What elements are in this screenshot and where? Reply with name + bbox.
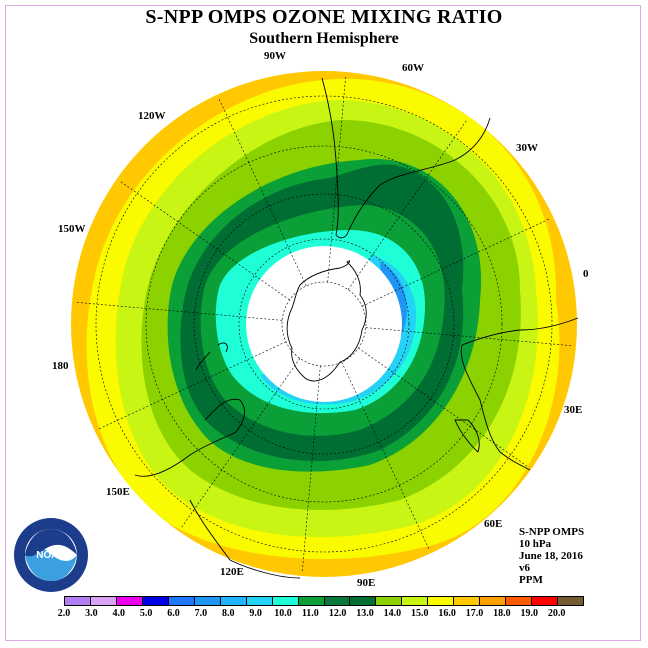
- color-scale-swatch: [402, 597, 429, 605]
- lon-label-60w: 60W: [402, 62, 424, 74]
- lon-label-30w: 30W: [516, 142, 538, 154]
- color-scale-label: 12.0: [328, 608, 347, 619]
- color-scale-swatch: [90, 597, 117, 605]
- map-title: S-NPP OMPS OZONE MIXING RATIO: [145, 6, 503, 28]
- meridian-line: [341, 361, 430, 551]
- coastlines: [134, 77, 579, 579]
- color-scale-label: 19.0: [520, 608, 539, 619]
- color-scale-swatch: [376, 597, 403, 605]
- antarctica-coast: [286, 260, 367, 382]
- meridian-line: [347, 119, 468, 290]
- graticule: [95, 95, 553, 553]
- africa-coast: [460, 317, 579, 471]
- lon-label-120w: 120W: [138, 110, 166, 122]
- meridian-line: [218, 97, 307, 287]
- color-scale-bar: [64, 596, 584, 606]
- meridian-lines: [74, 74, 574, 574]
- meridian-line: [180, 358, 301, 529]
- color-scale-swatch: [480, 597, 507, 605]
- color-scale-label: 4.0: [112, 608, 125, 619]
- color-scale-swatch: [194, 597, 221, 605]
- map-subtitle: Southern Hemisphere: [249, 30, 399, 47]
- color-scale-swatch: [298, 597, 325, 605]
- color-scale-label: 13.0: [356, 608, 374, 619]
- lon-label-90w: 90W: [264, 50, 286, 62]
- meridian-line: [358, 347, 529, 468]
- meridian-line: [97, 341, 287, 430]
- latitude-circle: [95, 95, 553, 553]
- color-scale-label: 14.0: [383, 608, 402, 619]
- color-scale-swatch: [532, 597, 559, 605]
- noaa-emblem-icon: NOAA: [14, 518, 88, 592]
- latitude-circle: [193, 193, 455, 455]
- meridian-line: [361, 218, 551, 307]
- color-scale-swatch: [324, 597, 351, 605]
- color-scale-label: 18.0: [493, 608, 511, 619]
- color-scale-swatch: [558, 597, 584, 605]
- lon-label-0: 0: [583, 268, 589, 280]
- color-scale-swatch: [506, 597, 533, 605]
- info-version: v6: [519, 562, 530, 574]
- info-instrument: S-NPP OMPS: [519, 526, 585, 538]
- color-scale-swatch: [246, 597, 273, 605]
- color-scale-label: 9.0: [249, 608, 262, 619]
- noaa-logo: NOAA: [12, 516, 90, 594]
- color-scale-label: 5.0: [139, 608, 153, 619]
- color-scale-label: 17.0: [465, 608, 484, 619]
- meridian-line: [74, 301, 283, 321]
- south-america-coast: [321, 77, 491, 239]
- lon-label-90e: 90E: [357, 577, 376, 589]
- info-block: S-NPP OMPS 10 hPa June 18, 2016 v6 PPM: [519, 526, 584, 586]
- lon-label-30e: 30E: [564, 404, 583, 416]
- color-scale-swatch: [116, 597, 143, 605]
- color-scale-label: 3.0: [85, 608, 98, 619]
- lon-label-180: 180: [52, 360, 69, 372]
- info-level: 10 hPa: [519, 538, 552, 550]
- meridian-line: [327, 74, 347, 283]
- color-scale-swatch: [350, 597, 377, 605]
- lon-label-120e: 120E: [220, 566, 244, 578]
- page-frame: [5, 5, 641, 641]
- noaa-logo-text: NOAA: [36, 550, 65, 561]
- color-scale-swatch: [428, 597, 455, 605]
- meridian-line: [301, 365, 321, 574]
- color-scale-swatch: [454, 597, 481, 605]
- latitude-circle: [281, 281, 367, 367]
- meridian-line: [119, 180, 290, 301]
- lon-label-150w: 150W: [58, 223, 86, 235]
- lon-label-150e: 150E: [106, 486, 130, 498]
- color-scale-label: 20.0: [547, 608, 566, 619]
- color-scale-label: 11.0: [301, 608, 319, 619]
- info-units: PPM: [519, 574, 543, 586]
- latitude-circle: [238, 238, 410, 410]
- color-scale-swatch: [65, 597, 91, 605]
- polar-night-mask: [246, 246, 402, 402]
- madagascar-coast: [454, 419, 480, 453]
- color-scale-swatch: [168, 597, 195, 605]
- australia-coast: [134, 398, 301, 579]
- color-scale-swatch: [272, 597, 299, 605]
- color-scale-swatch: [220, 597, 247, 605]
- color-scale-label: 15.0: [411, 608, 429, 619]
- color-scale-label: 2.0: [57, 608, 71, 619]
- color-scale-swatch: [142, 597, 169, 605]
- color-scale-labels: 2.0 3.0 4.0 5.0 6.0 7.0 8.0 9.0 10.0 11.0 12.0 13.0…: [58, 608, 584, 622]
- color-scale-label: 6.0: [167, 608, 180, 619]
- lon-label-60e: 60E: [484, 518, 503, 530]
- meridian-line: [365, 327, 574, 347]
- color-scale-label: 7.0: [194, 608, 208, 619]
- color-scale-label: 10.0: [274, 608, 292, 619]
- new-zealand-coast: [195, 342, 228, 371]
- color-scale-label: 8.0: [221, 608, 235, 619]
- color-scale-label: 16.0: [438, 608, 456, 619]
- latitude-circle: [145, 145, 503, 503]
- info-date: June 18, 2016: [519, 550, 583, 562]
